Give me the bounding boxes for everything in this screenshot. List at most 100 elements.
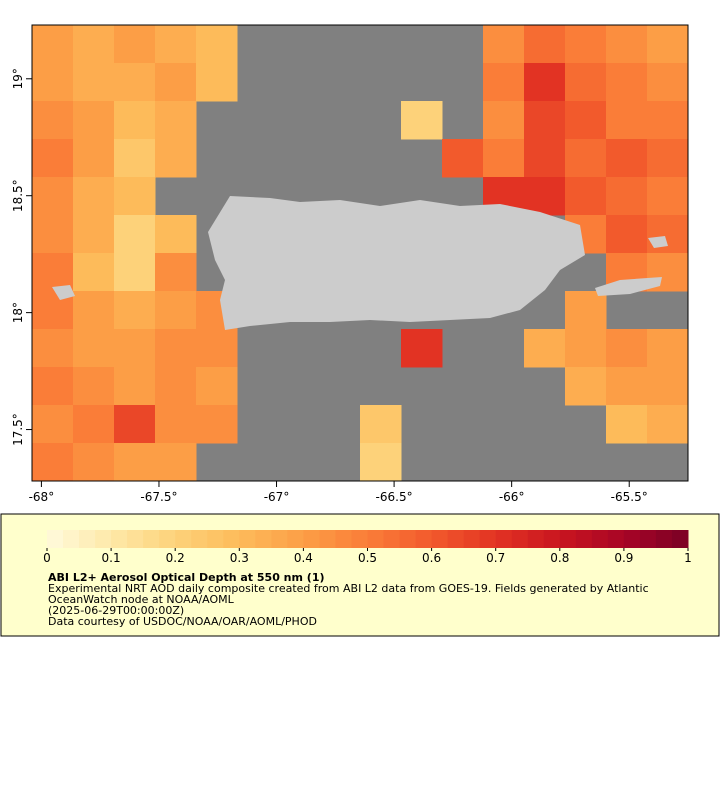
aod-cell <box>524 329 566 368</box>
map-frame <box>31 24 689 482</box>
colorbar-step <box>271 530 288 548</box>
colorbar-tick-label: 0.8 <box>550 551 569 565</box>
legend-line: Experimental NRT AOD daily composite cre… <box>48 582 649 595</box>
colorbar-step <box>47 530 64 548</box>
colorbar-tick-label: 0.1 <box>102 551 121 565</box>
colorbar-step <box>607 530 625 548</box>
colorbar-tick-label: 0.3 <box>230 551 249 565</box>
x-tick-label: -66.5° <box>376 490 413 504</box>
legend-line: Data courtesy of USDOC/NOAA/OAR/AOML/PHO… <box>48 615 317 628</box>
aod-cell <box>32 101 74 140</box>
aod-cell <box>647 177 689 216</box>
colorbar-step <box>479 530 497 548</box>
aod-cell <box>32 215 74 254</box>
aod-cell <box>73 101 115 140</box>
aod-cell <box>155 101 197 140</box>
aod-cell <box>32 329 74 368</box>
colorbar-step <box>495 530 513 548</box>
aod-cell <box>524 101 566 140</box>
colorbar-step <box>623 530 641 548</box>
colorbar-step <box>431 530 449 548</box>
colorbar-step <box>399 530 417 548</box>
aod-cell <box>524 25 566 64</box>
aod-cell <box>483 25 525 64</box>
aod-cell <box>73 329 115 368</box>
colorbar-step <box>511 530 529 548</box>
aod-cell <box>196 63 238 102</box>
aod-cell <box>565 329 607 368</box>
aod-cell <box>155 367 197 406</box>
legend-line: OceanWatch node at NOAA/AOML <box>48 593 235 606</box>
aod-cell <box>114 139 156 178</box>
aod-cell <box>114 329 156 368</box>
colorbar-step <box>223 530 240 548</box>
aod-cell <box>483 101 525 140</box>
colorbar-step <box>639 530 657 548</box>
aod-cell <box>524 63 566 102</box>
colorbar-step <box>591 530 609 548</box>
aod-cell <box>73 177 115 216</box>
colorbar-step <box>95 530 112 548</box>
aod-cell <box>155 139 197 178</box>
colorbar-step <box>303 530 320 548</box>
colorbar-step <box>351 530 368 548</box>
aod-cell <box>647 215 689 254</box>
colorbar-step <box>559 530 577 548</box>
aod-cell <box>606 25 648 64</box>
aod-cell <box>155 215 197 254</box>
y-tick-label: 17.5° <box>11 413 25 446</box>
aod-cell <box>32 177 74 216</box>
aod-cell <box>401 329 443 368</box>
aod-cell <box>196 25 238 64</box>
colorbar-tick-label: 0.4 <box>294 551 313 565</box>
colorbar-step <box>447 530 465 548</box>
aod-cells <box>32 25 689 482</box>
aod-cell <box>606 63 648 102</box>
aod-cell <box>606 215 648 254</box>
aod-cell <box>114 215 156 254</box>
land <box>52 196 668 330</box>
aod-cell <box>647 101 689 140</box>
aod-cell <box>565 101 607 140</box>
colorbar: 0 0.1 0.2 0.3 0.4 0.5 0.6 0.7 0.8 0.9 1 <box>43 530 692 565</box>
colorbar-step <box>463 530 481 548</box>
puerto-rico <box>208 196 585 330</box>
colorbar-step <box>79 530 96 548</box>
colorbar-step <box>207 530 224 548</box>
aod-cell <box>155 405 197 444</box>
aod-cell <box>155 63 197 102</box>
aod-cell <box>647 63 689 102</box>
culebra <box>648 236 668 248</box>
legend-line: (2025-06-29T00:00:00Z) <box>48 604 184 617</box>
axes: -68° -67.5° -67° -66.5° -66° -65.5° 19° 18.5° 18… <box>11 68 648 504</box>
x-tick-label: -67° <box>264 490 290 504</box>
aod-cell <box>73 291 115 330</box>
aod-cell <box>401 101 443 140</box>
aod-cell <box>114 443 156 482</box>
aod-cell <box>32 253 74 292</box>
aod-cell <box>32 139 74 178</box>
aod-cell <box>606 405 648 444</box>
colorbar-step <box>367 530 385 548</box>
aod-cell <box>483 63 525 102</box>
aod-cell <box>606 329 648 368</box>
x-tick-label: -65.5° <box>611 490 648 504</box>
aod-cell <box>647 139 689 178</box>
aod-cell <box>73 215 115 254</box>
aod-cell <box>73 63 115 102</box>
vieques <box>595 277 662 296</box>
aod-cell <box>360 443 402 482</box>
colorbar-step <box>319 530 336 548</box>
aod-cell <box>606 177 648 216</box>
legend-title: ABI L2+ Aerosol Optical Depth at 550 nm … <box>48 571 325 584</box>
aod-cell <box>114 25 156 64</box>
colorbar-tick-label: 1 <box>684 551 692 565</box>
aod-cell <box>155 443 197 482</box>
colorbar-step <box>415 530 433 548</box>
aod-cell <box>155 291 197 330</box>
colorbar-step <box>159 530 176 548</box>
aod-cell <box>565 367 607 406</box>
aod-cell <box>114 291 156 330</box>
x-tick-label: -66° <box>499 490 525 504</box>
